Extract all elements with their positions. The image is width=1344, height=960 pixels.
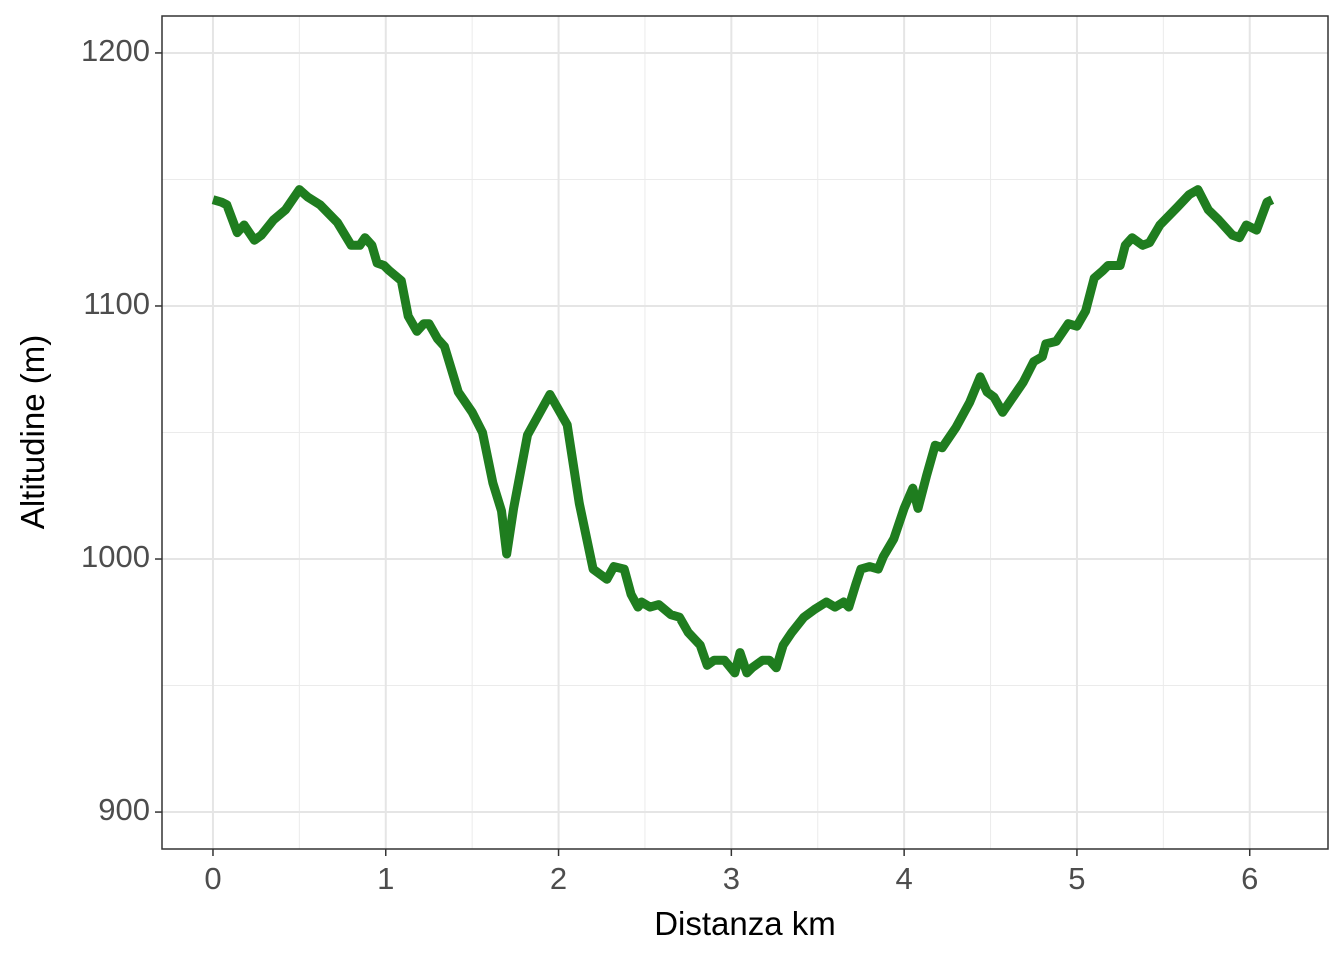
x-axis-title: Distanza km xyxy=(654,905,836,942)
x-tick-label: 3 xyxy=(723,861,740,896)
x-tick-label: 6 xyxy=(1241,861,1258,896)
y-tick-label: 1000 xyxy=(81,539,150,574)
x-tick-label: 0 xyxy=(204,861,221,896)
panel-border xyxy=(161,15,1329,850)
x-tick-label: 1 xyxy=(377,861,394,896)
x-tick-label: 2 xyxy=(550,861,567,896)
y-tick-label: 1100 xyxy=(83,286,150,321)
elevation-line xyxy=(211,185,1275,678)
y-tick-label: 900 xyxy=(98,792,150,827)
y-tick-label: 1200 xyxy=(81,33,150,68)
y-axis-title: Altitudine (m) xyxy=(14,335,51,529)
x-tick-label: 5 xyxy=(1068,861,1085,896)
x-tick-label: 4 xyxy=(896,861,913,896)
